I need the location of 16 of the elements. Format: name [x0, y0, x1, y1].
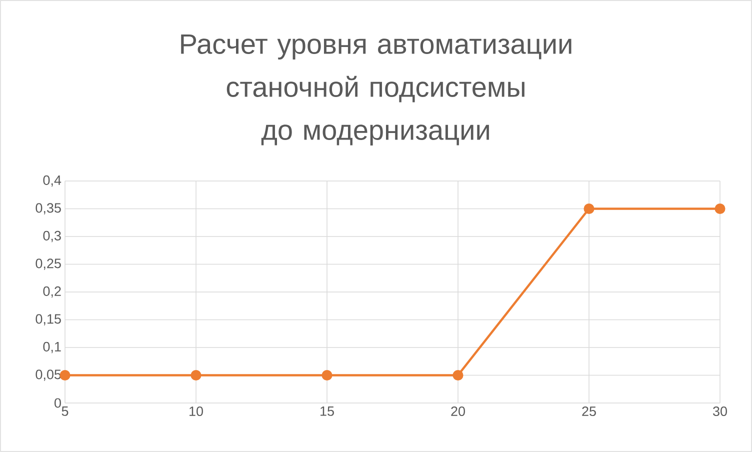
x-tick-label: 5	[62, 406, 68, 416]
y-tick-label: 0,4	[43, 175, 62, 187]
chart-title: Расчет уровня автоматизации станочной подсистемы до модернизации	[181, 34, 572, 146]
x-tick-label: 20	[451, 406, 465, 416]
x-tick-label: 10	[190, 406, 203, 416]
x-tick-label: 30	[713, 406, 727, 416]
y-tick-label: 0,1	[43, 342, 61, 354]
y-tick-label: 0	[54, 398, 61, 408]
y-tick-label: 0,35	[36, 203, 61, 214]
x-tick-label: 15	[320, 406, 334, 416]
y-tick-label: 0,05	[36, 370, 61, 381]
y-tick-label: 0,25	[36, 258, 61, 270]
y-tick-label: 0,3	[43, 230, 61, 242]
y-tick-label: 0,2	[43, 286, 61, 298]
x-tick-label: 25	[582, 406, 596, 416]
y-tick-label: 0,15	[36, 314, 61, 326]
